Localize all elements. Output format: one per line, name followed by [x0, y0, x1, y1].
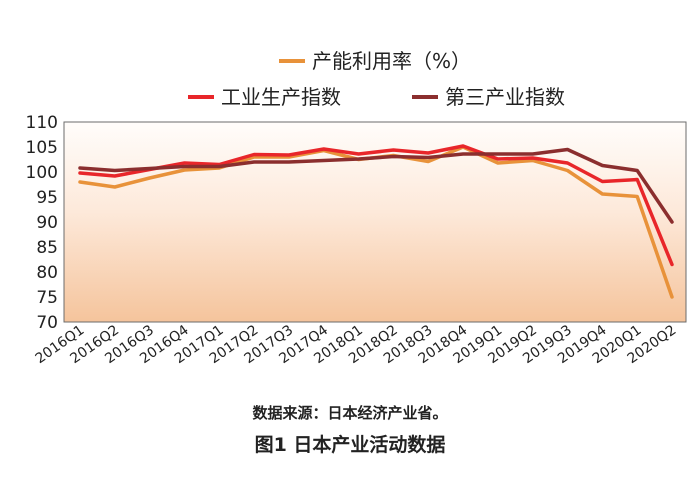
y-tick-label: 75 — [36, 288, 58, 308]
y-tick-label: 85 — [36, 238, 58, 258]
legend-item-industrial-production: 工业生产指数 — [188, 85, 341, 109]
y-axis-ticks: 110 105 100 95 90 85 80 75 70 — [26, 113, 58, 333]
legend-item-capacity-utilization: 产能利用率（%） — [279, 49, 471, 73]
y-tick-label: 70 — [36, 313, 58, 333]
legend-label-tertiary-industry: 第三产业指数 — [445, 85, 565, 109]
legend-item-tertiary-industry: 第三产业指数 — [412, 85, 565, 109]
line-chart: 产能利用率（%） 工业生产指数 第三产业指数 110 105 100 95 90 85 80… — [26, 49, 687, 367]
y-tick-label: 100 — [26, 163, 58, 183]
series-lines — [78, 144, 674, 299]
figure-caption: 图1 日本产业活动数据 — [254, 434, 446, 456]
tertiary-industry-line — [78, 147, 674, 224]
y-tick-label: 105 — [26, 138, 58, 158]
x-axis-ticks: 2016Q12016Q22016Q32016Q42017Q12017Q22017… — [33, 322, 680, 367]
source-note: 数据来源：日本经济产业省。 — [252, 404, 448, 422]
y-tick-label: 95 — [36, 188, 58, 208]
legend: 产能利用率（%） 工业生产指数 第三产业指数 — [188, 49, 565, 109]
y-tick-label: 90 — [36, 213, 58, 233]
y-tick-label: 80 — [36, 263, 58, 283]
y-tick-label: 110 — [26, 113, 58, 133]
legend-label-capacity-utilization: 产能利用率（%） — [312, 49, 471, 73]
industrial-production-line — [78, 144, 674, 267]
legend-label-industrial-production: 工业生产指数 — [221, 85, 341, 109]
